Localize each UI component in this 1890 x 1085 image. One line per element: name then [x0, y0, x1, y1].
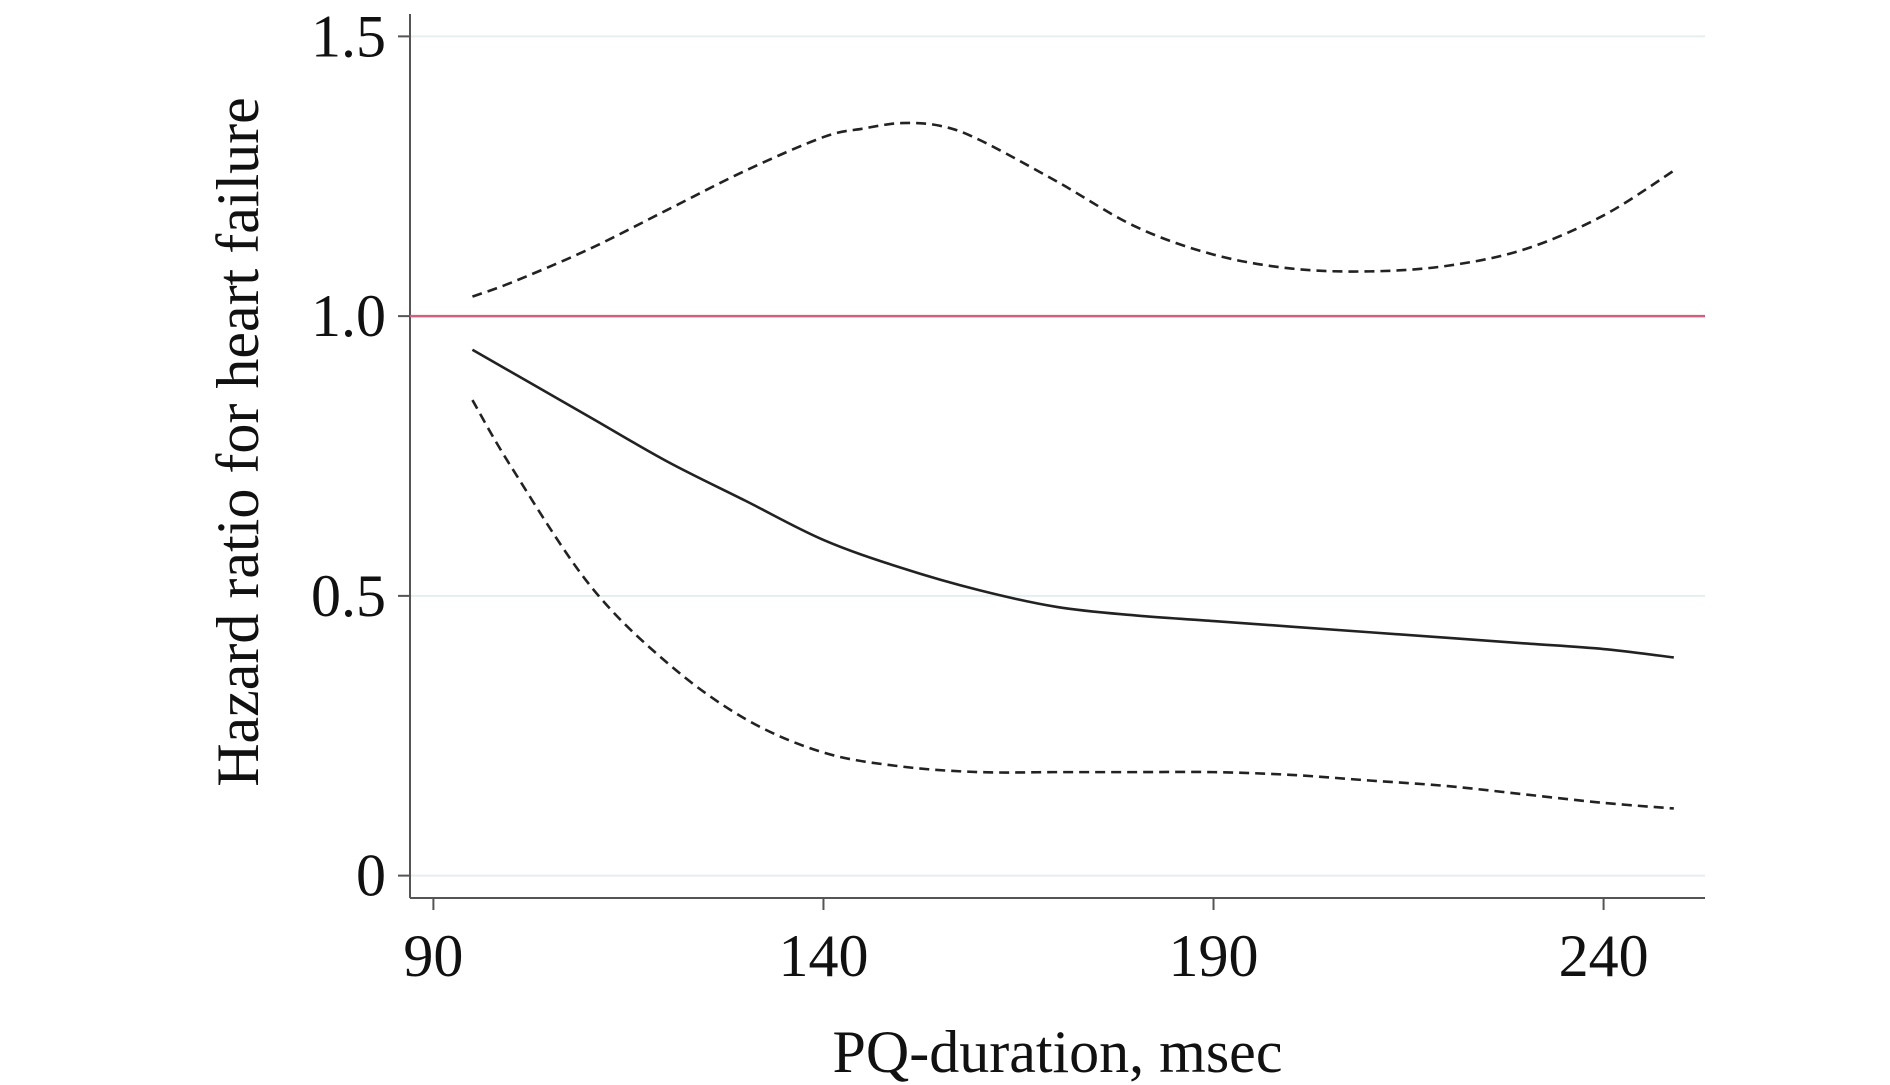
y-tick-label: 0 [356, 843, 386, 909]
y-tick-label: 0.5 [311, 563, 386, 629]
x-axis-title: PQ-duration, msec [833, 1019, 1283, 1085]
hazard-ratio-line [471, 348, 1674, 659]
y-tick-label: 1.0 [311, 283, 386, 349]
upper-ci-line [471, 121, 1675, 298]
series-group [471, 121, 1675, 810]
grid-lines [410, 35, 1705, 877]
lower-ci-line [471, 399, 1674, 810]
ticks-group: 0 0.5 1.0 1.5 90 140 190 240 [311, 3, 1649, 989]
y-axis-title: Hazard ratio for heart failure [205, 97, 271, 787]
axes [409, 14, 1705, 899]
x-tick-label: 90 [403, 923, 463, 989]
y-tick-label: 1.5 [311, 3, 386, 69]
x-tick-label: 190 [1169, 923, 1259, 989]
x-tick-label: 240 [1559, 923, 1649, 989]
x-tick-label: 140 [778, 923, 868, 989]
